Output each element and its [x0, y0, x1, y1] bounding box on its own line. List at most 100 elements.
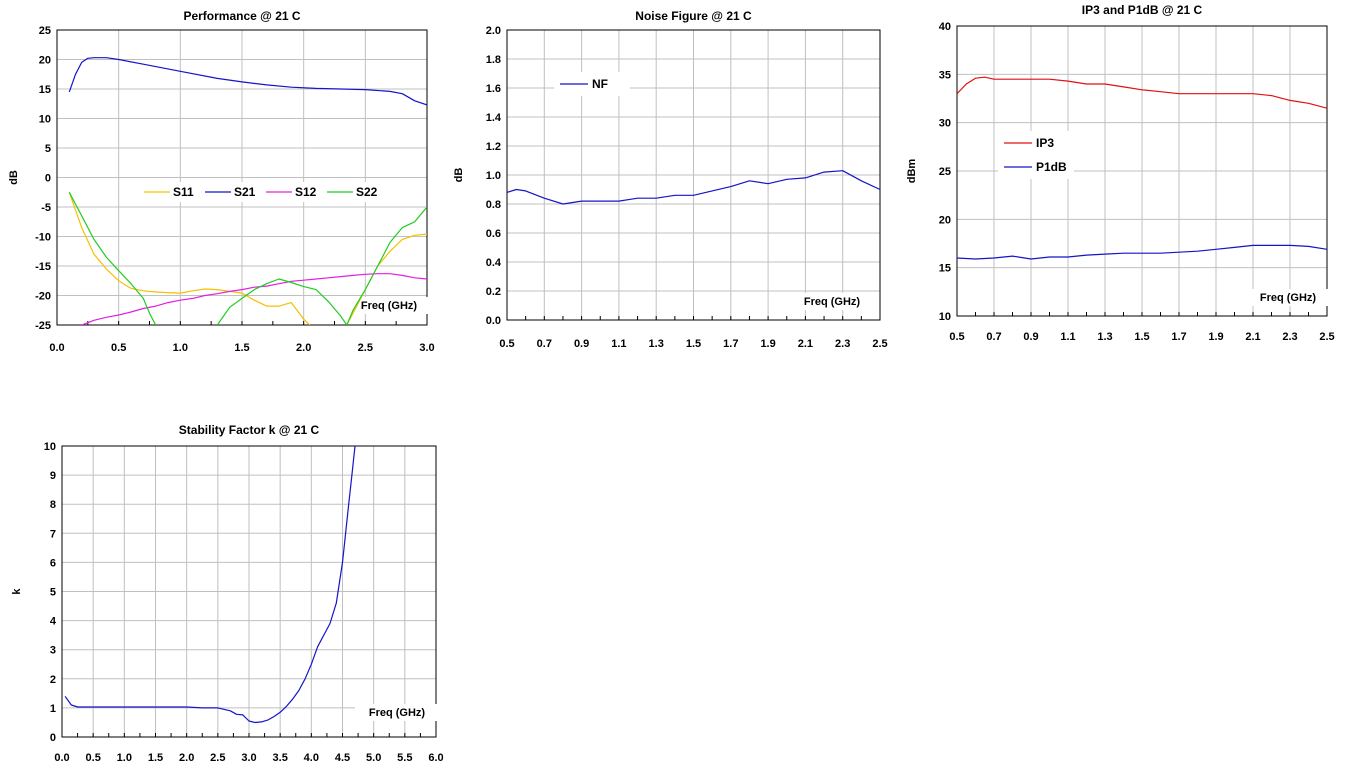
y-tick-label: 1 — [50, 703, 56, 715]
y-tick-label: 1.6 — [486, 83, 501, 95]
y-axis-label: dB — [8, 170, 20, 185]
x-tick-label: 1.3 — [1097, 331, 1112, 343]
x-tick-label: 3.0 — [419, 342, 434, 354]
y-tick-label: -15 — [35, 261, 51, 273]
y-tick-label: 2.0 — [486, 25, 501, 37]
y-tick-label: 30 — [939, 118, 951, 130]
y-tick-label: 5 — [50, 587, 56, 599]
y-tick-label: 15 — [39, 84, 51, 96]
y-tick-label: 0.8 — [486, 199, 501, 211]
chart-title: Stability Factor k @ 21 C — [179, 423, 320, 437]
y-tick-label: 35 — [939, 69, 951, 81]
legend-label: S12 — [295, 185, 317, 199]
chart-perf: 0.0 0.5 1.0 1.5 2.0 2.5 3.0 -25 -20 -15 -10 -5 0 5 10 1… — [8, 9, 435, 354]
y-tick-label: 4 — [50, 616, 57, 628]
x-tick-label: 2.0 — [179, 752, 194, 764]
x-tick-label: 2.3 — [1282, 331, 1297, 343]
series-group — [64, 446, 356, 724]
series-line-p1db — [957, 244, 1327, 260]
x-axis-label: Freq (GHz) — [804, 296, 861, 308]
series-group — [507, 170, 880, 205]
legend-label: IP3 — [1036, 136, 1054, 150]
y-tick-label: 8 — [50, 499, 56, 511]
x-tick-label: 0.7 — [537, 338, 552, 350]
x-tick-label: 1.0 — [173, 342, 188, 354]
y-tick-label: 25 — [39, 25, 51, 37]
y-tick-label: -25 — [35, 320, 51, 332]
y-tick-label: 15 — [939, 263, 951, 275]
legend-label: S11 — [173, 185, 194, 199]
y-tick-label: 0.0 — [486, 315, 501, 327]
x-axis-label: Freq (GHz) — [369, 707, 426, 719]
x-tick-label: 2.1 — [1245, 331, 1260, 343]
x-tick-label: 3.0 — [241, 752, 256, 764]
series-group — [957, 76, 1327, 260]
y-tick-label: 0.6 — [486, 228, 501, 240]
x-tick-label: 0.9 — [574, 338, 589, 350]
y-axis-label: dBm — [906, 159, 918, 184]
y-tick-label: -20 — [35, 291, 51, 303]
x-tick-label: 1.5 — [686, 338, 701, 350]
x-tick-label: 5.5 — [397, 752, 412, 764]
y-tick-label: 0.4 — [486, 257, 502, 269]
x-tick-label: 0.9 — [1023, 331, 1038, 343]
x-tick-label: 1.5 — [234, 342, 249, 354]
x-tick-label: 1.1 — [1060, 331, 1075, 343]
x-tick-label: 6.0 — [428, 752, 443, 764]
x-tick-label: 0.5 — [111, 342, 126, 354]
x-tick-label: 1.5 — [1134, 331, 1149, 343]
x-tick-label: 1.9 — [760, 338, 775, 350]
y-tick-label: -5 — [41, 202, 51, 214]
x-tick-label: 2.0 — [296, 342, 311, 354]
legend-label: S21 — [234, 185, 256, 199]
y-tick-label: 1.4 — [486, 112, 502, 124]
y-tick-label: 1.0 — [486, 170, 501, 182]
x-tick-label: 4.5 — [335, 752, 350, 764]
series-line-ip3 — [957, 76, 1327, 109]
legend-label: NF — [592, 77, 608, 91]
x-tick-label: 4.0 — [304, 752, 319, 764]
x-tick-label: 0.5 — [949, 331, 964, 343]
series-line-nf — [507, 170, 880, 205]
chart-title: Noise Figure @ 21 C — [635, 9, 752, 23]
legend: IP3 P1dB — [998, 131, 1074, 179]
x-tick-label: 5.0 — [366, 752, 381, 764]
x-axis-label: Freq (GHz) — [1260, 292, 1317, 304]
x-tick-label: 0.5 — [86, 752, 101, 764]
x-tick-label: 2.3 — [835, 338, 850, 350]
y-tick-label: 40 — [939, 21, 951, 33]
y-tick-label: 7 — [50, 528, 56, 540]
x-tick-label: 2.5 — [358, 342, 373, 354]
x-axis-label-bg — [1246, 289, 1330, 306]
x-tick-label: 3.5 — [273, 752, 288, 764]
legend: S11 S21 S12 S22 — [140, 182, 384, 202]
x-tick-label: 2.5 — [872, 338, 887, 350]
legend: NF — [554, 72, 630, 96]
x-axis-label-bg — [355, 704, 439, 721]
y-tick-label: 0 — [50, 732, 56, 744]
x-tick-label: 1.0 — [117, 752, 132, 764]
y-tick-label: 10 — [44, 441, 56, 453]
series-line-s12 — [81, 273, 427, 325]
y-tick-label: 0.2 — [486, 286, 501, 298]
y-tick-label: 0 — [45, 173, 51, 185]
y-axis-label: k — [11, 588, 23, 595]
x-tick-label: 0.5 — [499, 338, 514, 350]
y-tick-label: 25 — [939, 166, 951, 178]
y-tick-label: 20 — [39, 55, 51, 67]
legend-label: P1dB — [1036, 160, 1067, 174]
x-tick-label: 2.1 — [798, 338, 813, 350]
y-tick-label: 20 — [939, 214, 951, 226]
x-tick-label: 2.5 — [210, 752, 225, 764]
y-tick-label: 2 — [50, 674, 56, 686]
y-tick-label: 9 — [50, 470, 56, 482]
y-tick-label: 1.2 — [486, 141, 501, 153]
y-tick-label: -10 — [35, 232, 51, 244]
x-tick-label: 2.5 — [1319, 331, 1334, 343]
y-axis-label: dB — [453, 168, 465, 183]
x-tick-label: 0.7 — [986, 331, 1001, 343]
x-tick-label: 1.3 — [649, 338, 664, 350]
y-tick-label: 5 — [45, 143, 51, 155]
x-axis-label: Freq (GHz) — [361, 300, 418, 312]
